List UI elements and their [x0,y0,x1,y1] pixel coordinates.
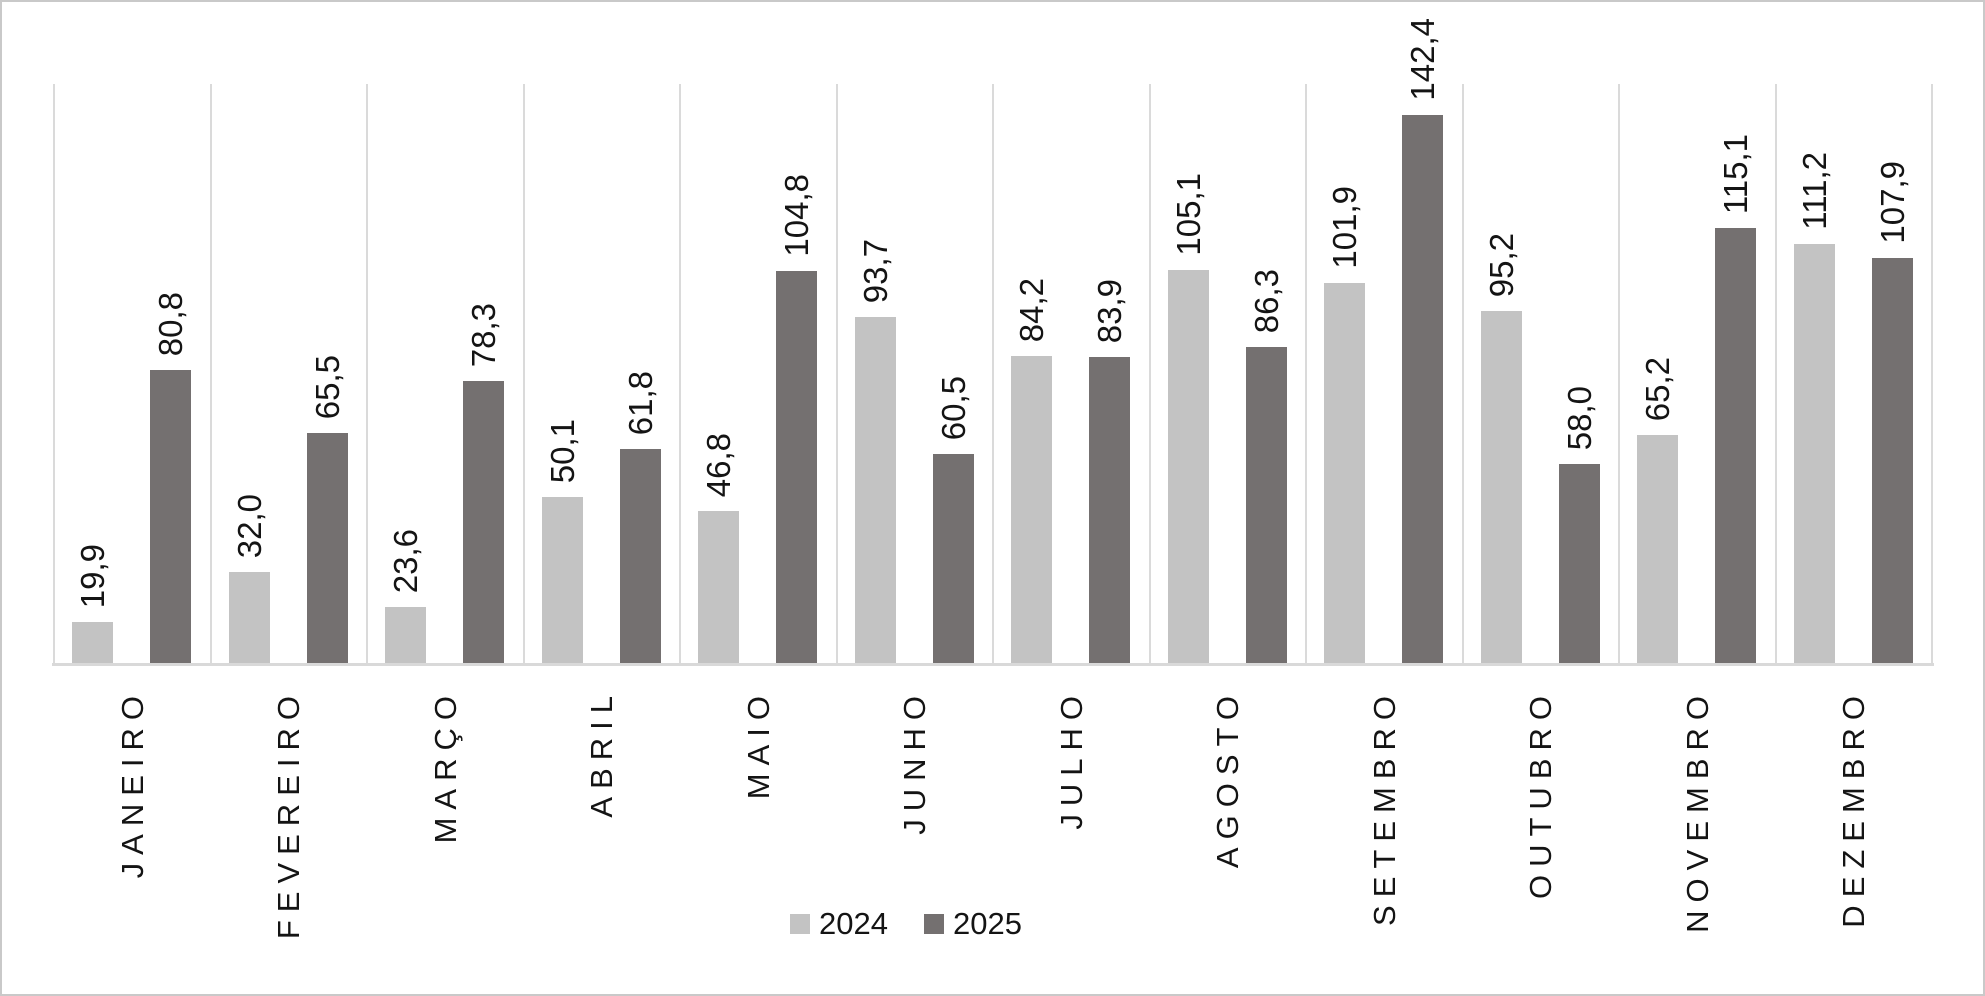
value-label-2024-dezembro: 111,2 [1795,152,1833,230]
value-label-2025-setembro: 142,4 [1404,18,1441,101]
value-label-2024-fevereiro: 32,0 [230,493,268,558]
category-label-dezembro: DEZEMBRO [1836,688,1872,928]
bar-2024-julho [1011,356,1052,663]
value-label-2024-maio: 46,8 [700,432,737,497]
legend-label-2025: 2025 [952,906,1022,941]
gridline [1305,84,1307,663]
bar-2025-agosto [1245,347,1287,663]
category-label-janeiro: JANEIRO [114,688,150,879]
category-label-junho: JUNHO [897,688,933,835]
value-label-2025-novembro: 115,1 [1717,133,1754,214]
category-label-setembro: SETEMBRO [1366,688,1402,926]
category-label-maio: MAIO [740,688,776,800]
bar-2024-maio [698,511,739,663]
bar-2024-junho [854,317,896,663]
gridline [53,84,55,663]
value-label-2024-agosto: 105,1 [1169,173,1207,256]
value-label-2024-setembro: 101,9 [1326,186,1363,269]
bar-2024-março [385,607,426,663]
value-label-2025-dezembro: 107,9 [1873,161,1911,244]
value-label-2024-outubro: 95,2 [1482,232,1520,297]
legend-item-2024: 2024 [790,906,888,942]
value-label-2025-outubro: 58,0 [1560,385,1598,450]
value-label-2024-março: 23,6 [387,528,424,593]
bar-2025-junho [932,454,974,663]
category-label-julho: JULHO [1053,688,1089,830]
value-label-2024-abril: 50,1 [543,418,581,483]
legend-swatch-2024 [790,914,810,934]
bar-2025-novembro [1715,228,1756,663]
value-label-2025-julho: 83,9 [1091,278,1128,343]
value-label-2025-fevereiro: 65,5 [308,354,346,419]
gridline [835,84,838,663]
bar-2024-dezembro [1793,244,1835,663]
value-label-2025-março: 78,3 [465,302,502,367]
value-label-2024-junho: 93,7 [856,238,894,303]
bar-2025-abril [619,449,661,663]
gridline [992,84,994,663]
category-label-outubro: OUTUBRO [1523,688,1559,899]
category-label-março: MARÇO [427,688,463,844]
gridline [209,84,212,663]
value-label-2024-novembro: 65,2 [1639,356,1676,421]
bar-2025-setembro [1402,115,1443,663]
bar-2024-janeiro [72,622,113,663]
category-label-agosto: AGOSTO [1210,688,1246,869]
value-label-2025-janeiro: 80,8 [152,291,189,356]
bar-2024-setembro [1324,283,1365,663]
category-label-fevereiro: FEVEREIRO [271,688,307,940]
gridline [366,84,368,663]
bar-2025-outubro [1558,464,1600,663]
gridline [1618,84,1620,663]
bar-2025-março [463,381,504,663]
bar-2025-dezembro [1871,258,1913,663]
gridline [1148,84,1151,663]
gridline [1931,84,1933,663]
bar-2024-outubro [1480,311,1522,663]
bar-2025-maio [776,271,817,663]
gridline [1774,84,1777,663]
value-label-2024-julho: 84,2 [1013,277,1050,342]
value-label-2024-janeiro: 19,9 [74,543,111,608]
bar-2025-julho [1089,357,1130,663]
gridline [1461,84,1464,663]
bar-2024-agosto [1167,270,1209,663]
bar-2024-fevereiro [228,572,270,663]
legend-item-2025: 2025 [923,906,1022,942]
legend-label-2024: 2024 [819,906,888,941]
gridline [679,84,681,663]
bar-2024-novembro [1637,435,1678,663]
bar-2024-abril [541,497,583,663]
category-label-novembro: NOVEMBRO [1679,688,1715,933]
value-label-2025-agosto: 86,3 [1247,268,1285,333]
category-axis-line [52,663,1934,666]
category-label-abril: ABRIL [584,688,620,818]
value-label-2025-abril: 61,8 [621,370,659,435]
bar-2025-fevereiro [306,433,348,663]
bar-2025-janeiro [150,370,191,663]
legend: 2024 2025 [790,906,1022,942]
value-label-2025-maio: 104,8 [778,174,815,257]
value-label-2025-junho: 60,5 [934,375,972,440]
gridline [522,84,525,663]
legend-swatch-2025 [923,914,944,934]
